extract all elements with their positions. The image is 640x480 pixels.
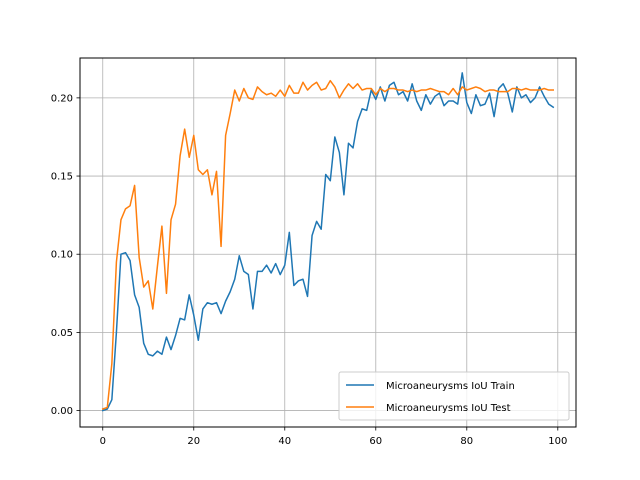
x-tick-label: 60 [369,436,382,447]
series-line-train [101,72,555,412]
grid [80,58,576,427]
y-tick-label: 0.20 [51,93,73,104]
x-tick-label: 40 [278,436,291,447]
y-tick-label: 0.15 [51,172,73,183]
x-tick-label: 100 [548,436,567,447]
y-tick-label: 0.10 [51,250,73,261]
axis-ticks: 0 20 40 60 80 100 0.00 0.05 0.10 0.15 0.20 [51,93,568,447]
series-lines [101,72,555,412]
y-tick-label: 0.05 [51,328,73,339]
legend: Microaneurysms IoU Train Microaneurysms … [338,371,570,421]
y-tick-label: 0.00 [51,406,73,417]
x-tick-label: 80 [460,436,473,447]
series-line-test [101,79,554,410]
legend-frame [338,371,570,421]
x-tick-label: 0 [100,436,106,447]
plot-frame [79,57,577,428]
x-tick-label: 20 [187,436,200,447]
legend-label-test: Microaneurysms IoU Test [386,403,511,414]
legend-label-train: Microaneurysms IoU Train [386,381,515,392]
